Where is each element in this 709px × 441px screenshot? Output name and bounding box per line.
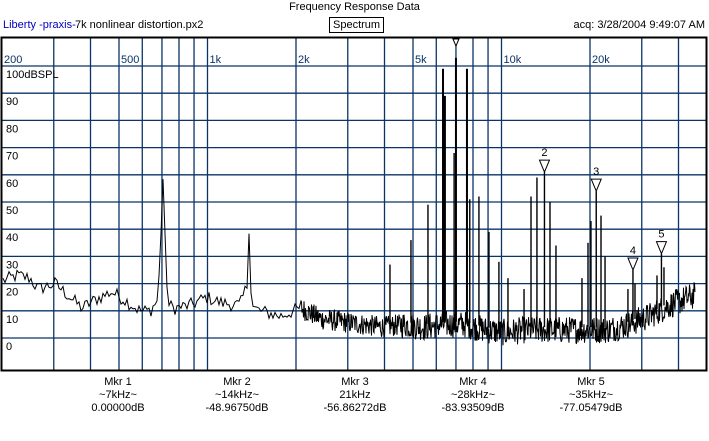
- x-tick-label: 500: [121, 54, 139, 66]
- y-tick-label: 60: [6, 178, 18, 190]
- tick-labels: 200 500 1k 2k 5k 10k 20k100dBSPL90807060504030…: [4, 54, 610, 353]
- marker-5-label: 5: [658, 229, 664, 241]
- acquisition-timestamp: acq: 3/28/2004 9:49:07 AM: [573, 19, 706, 31]
- marker-value: -77.05479dB: [559, 402, 623, 414]
- marker-2-triangle-icon[interactable]: [538, 159, 551, 174]
- x-tick-label: 5k: [415, 54, 427, 66]
- y-tick-label: 10: [6, 314, 18, 326]
- x-tick-label: 2k: [298, 54, 310, 66]
- marker-label: Mkr 5: [577, 376, 605, 388]
- y-tick-label: 90: [6, 96, 18, 108]
- marker-label: Mkr 2: [223, 376, 251, 388]
- app-name: Liberty -praxis-: [3, 19, 76, 31]
- x-tick-label: 1k: [209, 54, 221, 66]
- marker-freq-label: 21kHz: [339, 389, 371, 401]
- y-tick-label: 40: [6, 232, 18, 244]
- y-tick-label: 50: [6, 205, 18, 217]
- marker-value: -48.96750dB: [205, 402, 269, 414]
- y-tick-label: 0: [6, 341, 12, 353]
- marker-value: -83.93509dB: [441, 402, 505, 414]
- marker-freq-label: ~14kHz~: [214, 389, 260, 401]
- marker-value: -56.86272dB: [323, 402, 387, 414]
- x-tick-label: 200: [4, 54, 22, 66]
- x-tick-label: 20k: [592, 54, 610, 66]
- marker-label: Mkr 3: [341, 376, 369, 388]
- marker-readout-4: Mkr 4 ~28kHz~ -83.93509dB: [418, 376, 528, 415]
- marker-3-triangle-icon[interactable]: [590, 178, 602, 193]
- x-tick-label: 10k: [503, 54, 521, 66]
- y-tick-label: 70: [6, 151, 18, 163]
- y-tick-label: 30: [6, 259, 18, 271]
- spectrum-button[interactable]: Spectrum: [329, 17, 385, 33]
- marker-value: 0.00000dB: [91, 402, 145, 414]
- file-name: 7k nonlinear distortion.px2: [75, 19, 204, 31]
- y-tick-label: 100dBSPL: [6, 69, 59, 81]
- marker-label: Mkr 4: [459, 376, 487, 388]
- marker-freq-label: ~28kHz~: [450, 389, 496, 401]
- chart-title: Frequency Response Data: [289, 1, 420, 13]
- marker-readout-3: Mkr 3 21kHz -56.86272dB: [300, 376, 410, 415]
- marker-freq-label: ~35kHz~: [568, 389, 614, 401]
- trace: [2, 57, 696, 346]
- marker-label: Mkr 1: [104, 376, 132, 388]
- marker-readout-2: Mkr 2 ~14kHz~ -48.96750dB: [182, 376, 292, 415]
- marker-4-label: 4: [630, 245, 636, 257]
- y-tick-label: 80: [6, 123, 18, 135]
- marker-freq-label: ~7kHz~: [99, 389, 137, 401]
- marker-5-triangle-icon[interactable]: [655, 241, 668, 255]
- y-tick-label: 20: [6, 287, 18, 299]
- marker-2-label: 2: [541, 147, 547, 159]
- marker-4-triangle-icon[interactable]: [627, 257, 639, 272]
- marker-1-triangle-icon[interactable]: [452, 38, 460, 48]
- plot-border: [0, 36, 708, 372]
- marker-readout-5: Mkr 5 ~35kHz~ -77.05479dB: [536, 376, 646, 415]
- marker-3-label: 3: [593, 166, 599, 178]
- spectrum-trace: [2, 179, 696, 346]
- marker-readout-1: Mkr 1 ~7kHz~ 0.00000dB: [63, 376, 173, 415]
- markers: 2 3 4 5: [452, 38, 668, 272]
